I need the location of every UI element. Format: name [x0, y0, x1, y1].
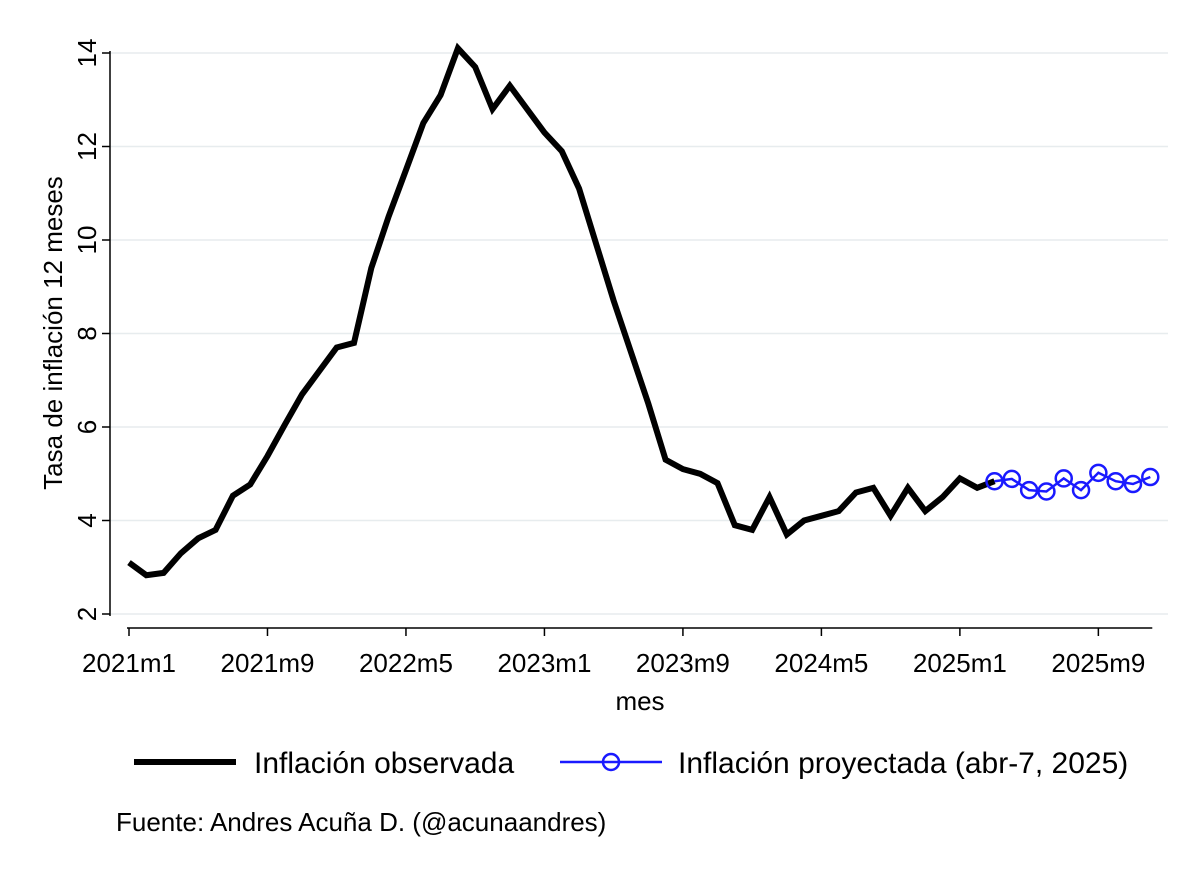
x-axis-title: mes	[615, 686, 664, 716]
x-tick-label-2022m5: 2022m5	[359, 648, 453, 678]
series-layer	[127, 42, 1160, 579]
x-tick-label-2023m9: 2023m9	[636, 648, 730, 678]
y-tick-label-12: 12	[72, 132, 102, 161]
series-point-2025m6	[1037, 482, 1056, 501]
y-tick-label-6: 6	[72, 420, 102, 434]
series-line-observada	[127, 42, 996, 579]
source-note: Fuente: Andres Acuña D. (@acunaandres)	[116, 807, 606, 837]
series-point-2025m10	[1106, 471, 1125, 491]
series-point-2025m3	[985, 471, 1004, 491]
y-tick-label-8: 8	[72, 326, 102, 340]
x-tick-label-2024m5: 2024m5	[774, 648, 868, 678]
y-tick-label-10: 10	[72, 226, 102, 255]
series-point-2025m5	[1019, 480, 1039, 500]
legend-label-observada: Inflación observada	[254, 747, 514, 780]
series-point-2025m8	[1071, 480, 1091, 500]
gridlines	[110, 52, 1168, 615]
axes: 2 4 6 8 10 12 14 2021m1 2021m9 2022m5 2023m1 2023m9…	[72, 39, 1153, 678]
legend-label-proyectada: Inflación proyectada (abr-7, 2025)	[678, 747, 1128, 780]
series-point-2025m7	[1054, 469, 1073, 488]
y-tick-label-14: 14	[72, 39, 102, 68]
x-tick-label-2021m1: 2021m1	[82, 648, 176, 678]
y-axis-title: Tasa de inflación 12 meses	[38, 176, 68, 490]
y-tick-label-4: 4	[72, 513, 102, 527]
x-tick-label-2025m9: 2025m9	[1051, 648, 1145, 678]
x-tick-label-2021m9: 2021m9	[220, 648, 314, 678]
y-tick-label-2: 2	[72, 607, 102, 621]
series-point-2025m12	[1141, 467, 1160, 487]
series-point-2025m9	[1089, 463, 1108, 483]
x-tick-label-2023m1: 2023m1	[497, 648, 591, 678]
legend: Inflación observada Inflación proyectada …	[134, 747, 1128, 780]
series-point-2025m11	[1123, 474, 1143, 494]
x-tick-label-2025m1: 2025m1	[913, 648, 1007, 678]
legend-swatch-marker-proyectada	[601, 752, 621, 772]
series-point-2025m4	[1002, 469, 1022, 489]
